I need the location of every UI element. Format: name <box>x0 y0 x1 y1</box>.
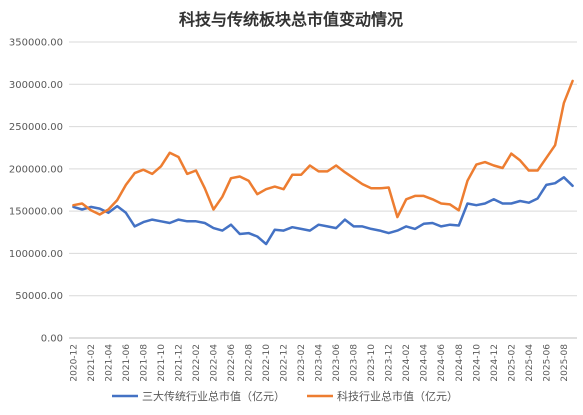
x-tick-label: 2021-10 <box>157 344 167 382</box>
gridlines <box>69 41 577 339</box>
x-tick-label: 2022-04 <box>210 344 220 382</box>
x-tick-label: 2021-06 <box>122 344 132 382</box>
x-tick-label: 2024-10 <box>472 344 482 382</box>
x-tick-label: 2025-02 <box>507 344 517 382</box>
y-tick-label: 350000.00 <box>9 38 63 49</box>
x-tick-label: 2022-10 <box>262 344 272 382</box>
x-tick-label: 2021-04 <box>104 344 114 382</box>
y-axis-tick-labels: 0.00 50000.00 100000.00 150000.00 200000.00 2… <box>9 38 63 345</box>
x-tick-label: 2025-08 <box>560 344 570 382</box>
series-line-0 <box>72 176 574 246</box>
x-tick-label: 2024-02 <box>402 344 412 382</box>
x-tick-label: 2022-02 <box>192 344 202 382</box>
x-tick-label: 2024-08 <box>455 344 465 382</box>
x-tick-label: 2024-04 <box>420 344 430 382</box>
y-tick-label: 250000.00 <box>9 122 63 133</box>
x-tick-label: 2023-10 <box>367 344 377 382</box>
y-tick-label: 200000.00 <box>9 164 63 175</box>
x-tick-label: 2023-02 <box>297 344 307 382</box>
legend-label-0: 三大传统行业总市值（亿元） <box>142 389 285 403</box>
chart-title: 科技与传统板块总市值变动情况 <box>179 10 403 29</box>
x-axis-tick-labels: 2020-12 2021-02 2021-04 2021-06 2021-08 2021-… <box>69 344 569 382</box>
series-line-1 <box>72 79 574 219</box>
x-tick-label: 2023-06 <box>332 344 342 382</box>
x-tick-label: 2025-04 <box>525 344 535 382</box>
x-tick-label: 2021-12 <box>174 344 184 382</box>
x-tick-label: 2021-08 <box>139 344 149 382</box>
x-tick-label: 2021-02 <box>87 344 97 382</box>
x-tick-label: 2025-06 <box>542 344 552 382</box>
x-tick-label: 2023-08 <box>350 344 360 382</box>
x-tick-label: 2023-04 <box>315 344 325 382</box>
y-tick-label: 50000.00 <box>15 291 63 302</box>
x-tick-label: 2023-12 <box>385 344 395 382</box>
x-tick-label: 2022-12 <box>280 344 290 382</box>
legend: 三大传统行业总市值（亿元） 科技行业总市值（亿元） <box>112 389 458 403</box>
x-tick-label: 2020-12 <box>69 344 79 382</box>
series-lines <box>72 79 574 246</box>
y-tick-label: 100000.00 <box>9 249 63 260</box>
y-tick-label: 150000.00 <box>9 207 63 218</box>
x-tick-label: 2024-06 <box>437 344 447 382</box>
x-tick-label: 2024-12 <box>490 344 500 382</box>
y-tick-label: 300000.00 <box>9 80 63 91</box>
legend-label-1: 科技行业总市值（亿元） <box>337 389 458 403</box>
y-tick-label: 0.00 <box>41 334 63 345</box>
x-tick-label: 2022-08 <box>245 344 255 382</box>
x-tick-label: 2022-06 <box>227 344 237 382</box>
